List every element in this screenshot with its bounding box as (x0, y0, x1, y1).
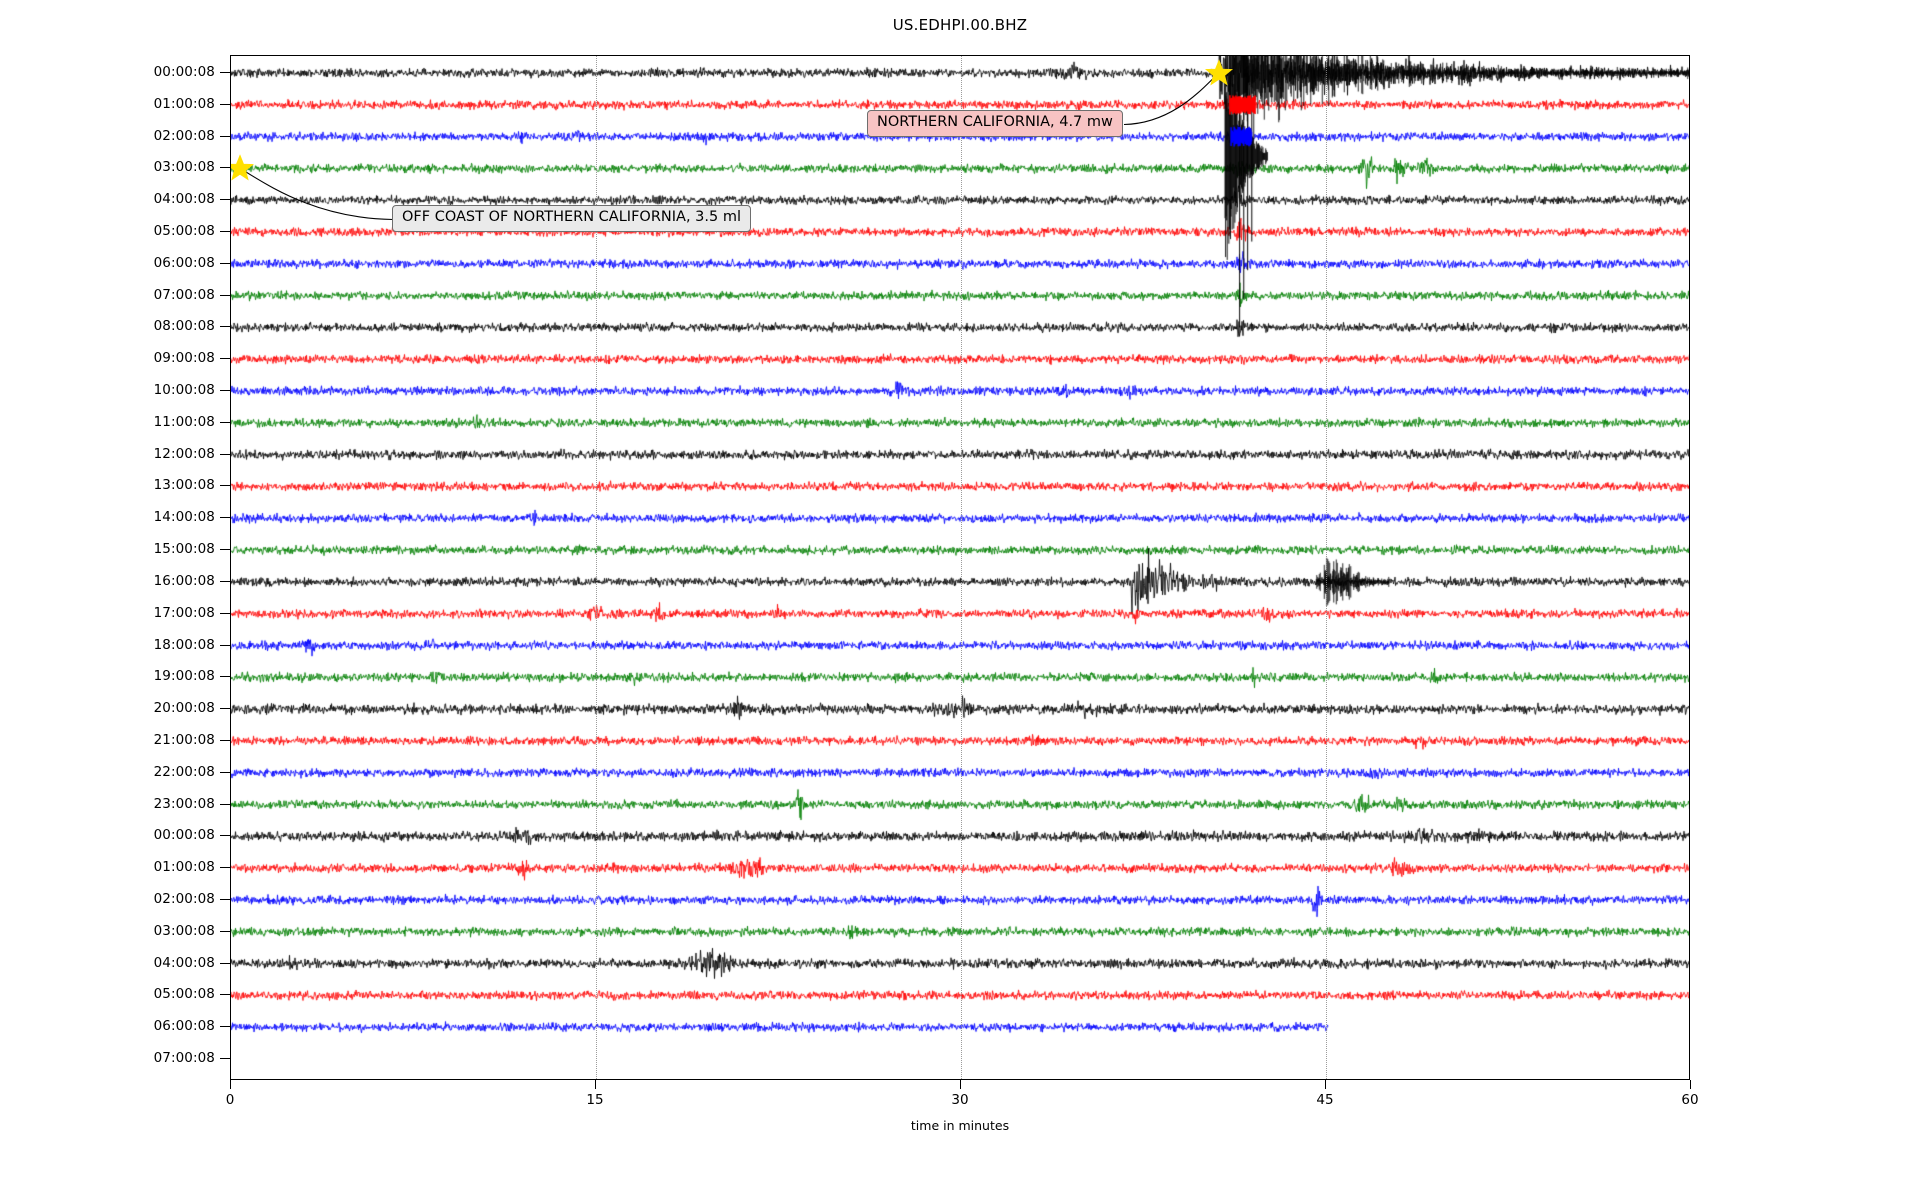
y-axis-label-9: 09:00:08 (153, 350, 215, 367)
y-tick-6 (220, 262, 230, 264)
x-axis-title: time in minutes (910, 1118, 1010, 1133)
y-axis-label-7: 07:00:08 (153, 286, 215, 303)
y-axis-label-0: 00:00:08 (153, 64, 215, 80)
x-axis-label-30: 30 (951, 1092, 969, 1108)
y-tick-4 (220, 199, 230, 201)
gridline-30 (961, 56, 962, 1079)
y-tick-10 (220, 390, 230, 392)
x-axis-label-0: 0 (225, 1092, 235, 1108)
x-tick-60 (1690, 1080, 1691, 1089)
x-tick-45 (1325, 1080, 1326, 1089)
y-tick-19 (220, 676, 230, 678)
y-axis-label-30: 06:00:08 (153, 1018, 215, 1035)
y-axis-label-18: 18:00:08 (153, 636, 215, 653)
y-axis-label-21: 21:00:08 (153, 731, 215, 748)
y-tick-18 (220, 644, 230, 646)
y-tick-7 (220, 294, 230, 296)
annotation-northern-california: NORTHERN CALIFORNIA, 4.7 mw (867, 110, 1123, 137)
y-tick-14 (220, 517, 230, 519)
y-axis-label-12: 12:00:08 (153, 445, 215, 462)
y-axis-label-5: 05:00:08 (153, 223, 215, 240)
y-tick-26 (220, 898, 230, 900)
y-axis-label-15: 15:00:08 (153, 541, 215, 558)
y-tick-8 (220, 326, 230, 328)
y-tick-22 (220, 771, 230, 773)
y-tick-25 (220, 867, 230, 869)
y-tick-23 (220, 803, 230, 805)
y-axis-label-25: 01:00:08 (153, 859, 215, 876)
annotation-off-coast-northern-california: OFF COAST OF NORTHERN CALIFORNIA, 3.5 ml (392, 205, 751, 232)
y-axis-label-29: 05:00:08 (153, 986, 215, 1003)
page-title: US.EDHPI.00.BHZ (892, 16, 1028, 34)
y-tick-24 (220, 835, 230, 837)
y-axis-label-24: 00:00:08 (153, 827, 215, 844)
y-tick-15 (220, 549, 230, 551)
y-axis-label-10: 10:00:08 (153, 382, 215, 399)
y-axis-label-31: 07:00:08 (153, 1050, 215, 1066)
y-axis-label-13: 13:00:08 (153, 477, 215, 494)
y-axis-label-8: 08:00:08 (153, 318, 215, 335)
y-axis-label-27: 03:00:08 (153, 922, 215, 939)
y-axis-label-26: 02:00:08 (153, 890, 215, 907)
y-axis-label-19: 19:00:08 (153, 668, 215, 685)
event-star-northern-california (1204, 58, 1234, 88)
y-axis-label-1: 01:00:08 (153, 95, 215, 112)
y-tick-28 (220, 962, 230, 964)
y-tick-21 (220, 739, 230, 741)
y-tick-31 (220, 1058, 230, 1059)
y-tick-11 (220, 421, 230, 423)
y-tick-29 (220, 994, 230, 996)
x-axis-label-15: 15 (586, 1092, 604, 1108)
y-tick-30 (220, 1026, 230, 1028)
y-axis-label-16: 16:00:08 (153, 572, 215, 589)
x-axis-label-60: 60 (1681, 1092, 1699, 1108)
y-axis-label-4: 04:00:08 (153, 191, 215, 208)
y-tick-20 (220, 708, 230, 710)
x-tick-0 (230, 1080, 231, 1089)
y-axis-label-6: 06:00:08 (153, 254, 215, 271)
y-tick-12 (220, 453, 230, 455)
y-axis-label-22: 22:00:08 (153, 763, 215, 780)
y-axis-label-23: 23:00:08 (153, 795, 215, 812)
event-star-off-coast-northern-california (231, 153, 255, 183)
y-axis-label-14: 14:00:08 (153, 509, 215, 526)
gridline-15 (596, 56, 597, 1079)
gridline-45 (1326, 56, 1327, 1079)
y-axis-label-20: 20:00:08 (153, 700, 215, 717)
y-tick-5 (220, 231, 230, 233)
y-tick-16 (220, 580, 230, 582)
y-tick-17 (220, 612, 230, 614)
y-tick-2 (220, 135, 230, 137)
y-tick-13 (220, 485, 230, 487)
y-tick-9 (220, 358, 230, 360)
y-tick-0 (220, 72, 230, 73)
x-tick-30 (960, 1080, 961, 1089)
x-tick-15 (595, 1080, 596, 1089)
y-axis-label-3: 03:00:08 (153, 159, 215, 176)
y-axis-label-11: 11:00:08 (153, 413, 215, 430)
x-axis-label-45: 45 (1316, 1092, 1334, 1108)
y-tick-27 (220, 930, 230, 932)
y-tick-3 (220, 167, 230, 169)
y-axis-label-2: 02:00:08 (153, 127, 215, 144)
y-tick-1 (220, 103, 230, 105)
y-axis-label-28: 04:00:08 (153, 954, 215, 971)
y-axis-label-17: 17:00:08 (153, 604, 215, 621)
